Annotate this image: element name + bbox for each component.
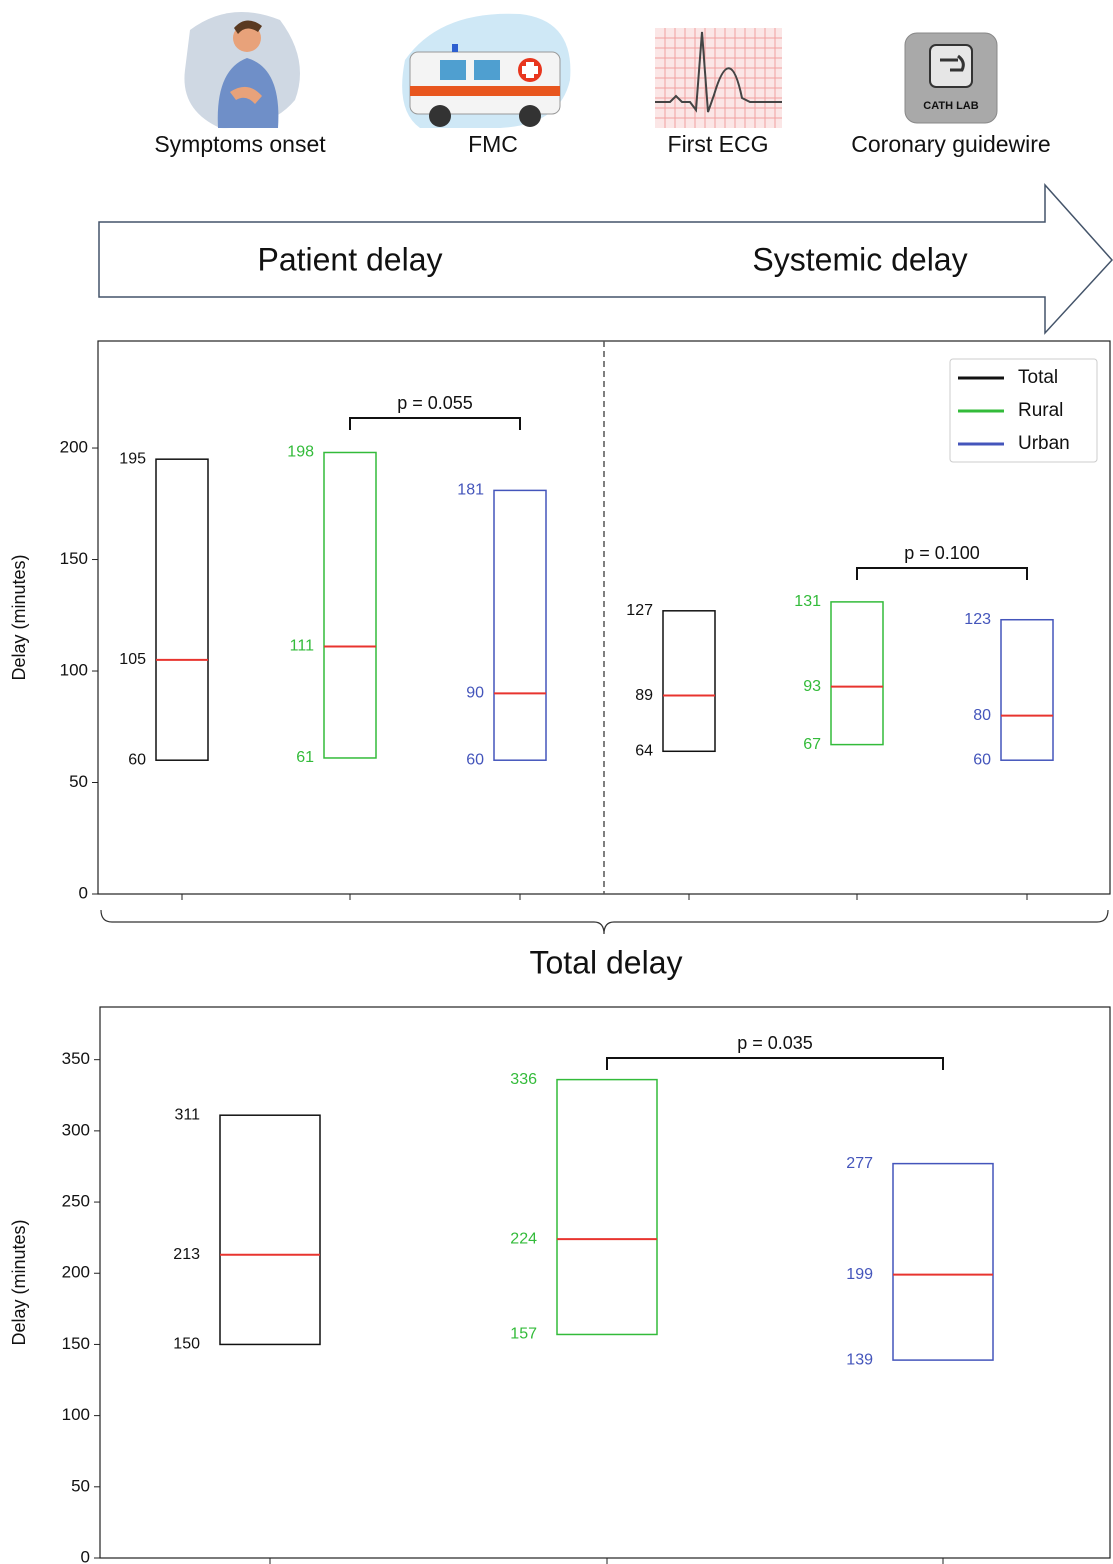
value-label: 131 [794, 593, 821, 610]
timeline-arrow [98, 183, 1113, 335]
symptoms-icon [184, 12, 300, 129]
p-value: p = 0.035 [737, 1033, 813, 1053]
value-label: 90 [466, 685, 484, 702]
value-label: 213 [173, 1246, 200, 1263]
value-label: 198 [287, 444, 314, 461]
phase-label: Systemic delay [752, 241, 967, 277]
legend-box [949, 358, 1098, 463]
value-label: 60 [466, 751, 484, 768]
icon-text: CATH LAB [923, 100, 978, 112]
box [662, 610, 716, 753]
box [493, 489, 547, 761]
value-label: 181 [457, 482, 484, 499]
y-tick-label: 100 [60, 661, 88, 680]
value-label: 93 [803, 678, 821, 695]
y-tick-label: 0 [81, 1547, 90, 1564]
step-label: Symptoms onset [154, 131, 326, 157]
step-label: First ECG [668, 131, 769, 157]
step-label: FMC [468, 131, 518, 157]
y-tick-label: 300 [62, 1120, 90, 1139]
y-tick-label: 150 [60, 549, 88, 568]
box [830, 601, 884, 746]
ecg-icon [655, 28, 782, 128]
value-label: 150 [173, 1336, 200, 1353]
y-tick-label: 350 [62, 1049, 90, 1068]
y-tick-label: 100 [62, 1405, 90, 1424]
value-label: 127 [626, 602, 653, 619]
value-label: 80 [973, 707, 991, 724]
value-label: 89 [635, 687, 653, 704]
box [155, 458, 209, 761]
box [556, 1078, 658, 1336]
y-tick-label: 50 [69, 772, 88, 791]
significance-bracket [349, 417, 521, 430]
value-label: 64 [635, 743, 653, 760]
value-label: 336 [510, 1071, 537, 1088]
p-value: p = 0.100 [904, 543, 980, 563]
y-axis-label: Delay (minutes) [9, 1219, 29, 1345]
significance-bracket [856, 567, 1028, 580]
value-label: 60 [128, 751, 146, 768]
value-label: 224 [510, 1230, 537, 1247]
value-label: 111 [290, 638, 314, 655]
value-label: 195 [119, 450, 146, 467]
plot-frame [99, 1006, 1111, 1559]
legend-label: Rural [1018, 400, 1063, 421]
y-tick-label: 250 [62, 1192, 90, 1211]
value-label: 311 [174, 1106, 200, 1123]
value-label: 61 [296, 749, 314, 766]
y-axis-label: Delay (minutes) [9, 554, 29, 680]
box [323, 451, 377, 759]
significance-bracket [606, 1057, 944, 1070]
value-label: 67 [803, 736, 821, 753]
value-label: 60 [973, 751, 991, 768]
value-label: 157 [510, 1326, 537, 1343]
step-label: Coronary guidewire [851, 131, 1050, 157]
y-tick-label: 150 [62, 1334, 90, 1353]
phase-label: Patient delay [257, 241, 442, 277]
value-label: 139 [846, 1351, 873, 1368]
box [219, 1114, 321, 1346]
value-label: 105 [119, 651, 146, 668]
box [1000, 618, 1054, 761]
value-label: 199 [846, 1266, 873, 1283]
value-label: 123 [964, 611, 991, 628]
y-tick-label: 200 [60, 438, 88, 457]
y-tick-label: 50 [71, 1476, 90, 1495]
cath-lab-icon: CATH LAB [904, 32, 998, 124]
overall-label: Total delay [530, 944, 683, 980]
y-tick-label: 0 [79, 883, 88, 902]
y-tick-label: 200 [62, 1263, 90, 1282]
ambulance-icon [402, 13, 571, 128]
p-value: p = 0.055 [397, 393, 473, 413]
legend-label: Urban [1018, 433, 1070, 454]
brace [100, 909, 1109, 935]
legend-label: Total [1018, 367, 1058, 388]
box [892, 1162, 994, 1361]
value-label: 277 [846, 1155, 873, 1172]
